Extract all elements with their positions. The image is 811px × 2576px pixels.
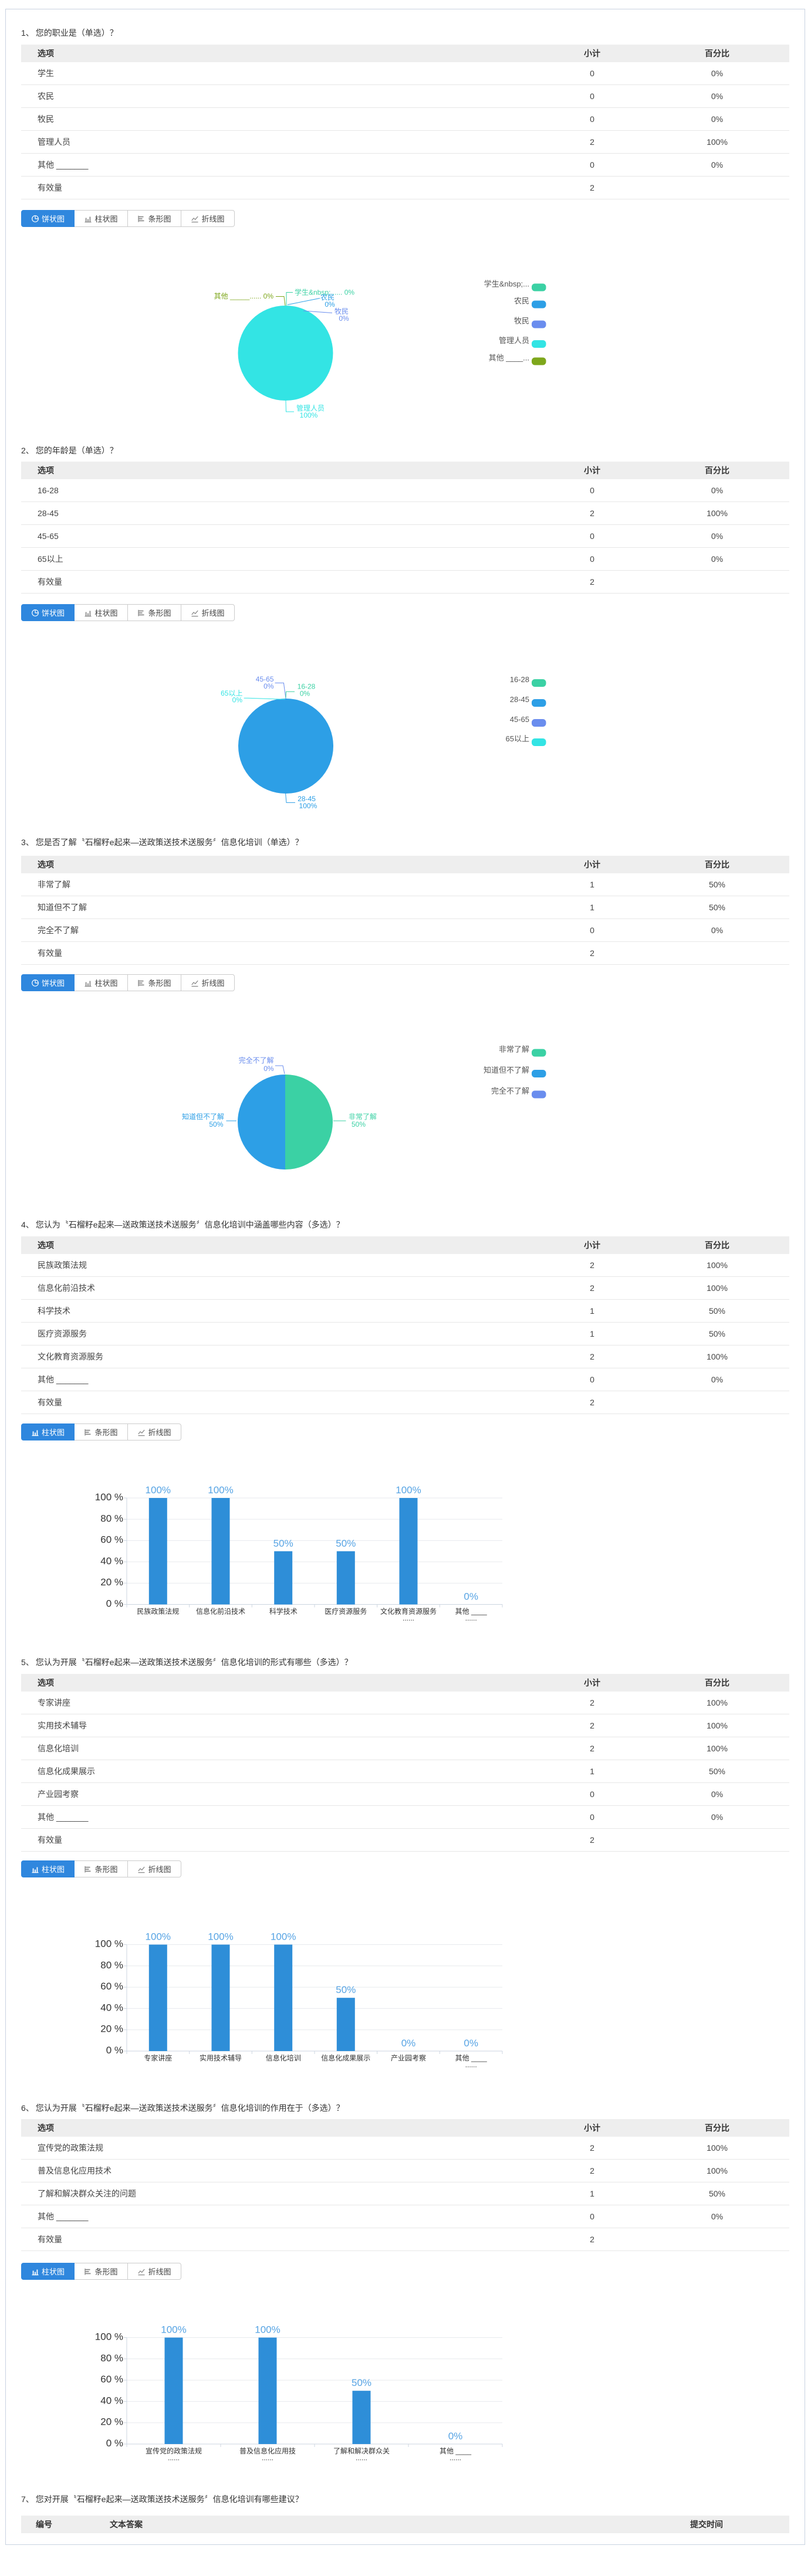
- svg-text:50%: 50%: [273, 1538, 293, 1549]
- svg-text:100%: 100%: [146, 1931, 171, 1943]
- svg-text:0%: 0%: [339, 314, 349, 323]
- svg-text:60 %: 60 %: [100, 1534, 123, 1545]
- svg-text:50%: 50%: [352, 1120, 366, 1128]
- svg-text:......: ......: [465, 1614, 477, 1622]
- svg-text:100%: 100%: [208, 1484, 233, 1496]
- svg-text:60 %: 60 %: [100, 1981, 123, 1992]
- svg-text:80 %: 80 %: [100, 1960, 123, 1971]
- svg-text:20 %: 20 %: [100, 2416, 123, 2428]
- svg-text:牧民: 牧民: [514, 317, 529, 326]
- svg-text:0%: 0%: [263, 682, 274, 690]
- svg-text:100%: 100%: [208, 1931, 233, 1943]
- svg-text:28-45: 28-45: [510, 695, 529, 704]
- svg-text:其他 ____: 其他 ____: [455, 2054, 487, 2062]
- svg-text:文化教育资源服务: 文化教育资源服务: [380, 1607, 437, 1616]
- svg-text:信息化成果展示: 信息化成果展示: [321, 2053, 370, 2062]
- svg-text:100%: 100%: [146, 1484, 171, 1496]
- svg-text:学生&nbsp;...: 学生&nbsp;...: [484, 280, 529, 289]
- svg-text:0%: 0%: [325, 300, 335, 309]
- svg-text:28-45: 28-45: [298, 795, 316, 803]
- svg-text:45-65: 45-65: [510, 715, 529, 724]
- svg-text:40 %: 40 %: [100, 2395, 123, 2406]
- svg-text:100%: 100%: [161, 2324, 186, 2336]
- svg-text:100 %: 100 %: [95, 1492, 123, 1503]
- svg-text:......: ......: [403, 1614, 414, 1622]
- svg-text:专家讲座: 专家讲座: [144, 2053, 172, 2062]
- svg-text:100%: 100%: [396, 1484, 421, 1496]
- svg-text:其他 ____: 其他 ____: [440, 2447, 471, 2455]
- svg-text:40 %: 40 %: [100, 1555, 123, 1567]
- svg-text:......: ......: [356, 2454, 367, 2462]
- svg-text:50%: 50%: [352, 2377, 371, 2388]
- svg-text:农民: 农民: [514, 297, 529, 306]
- svg-text:产业园考察: 产业园考察: [391, 2054, 426, 2062]
- svg-text:......: ......: [450, 2454, 461, 2462]
- svg-text:信息化培训: 信息化培训: [266, 2053, 301, 2062]
- svg-text:管理人员: 管理人员: [499, 336, 529, 345]
- svg-text:65以上: 65以上: [506, 734, 529, 743]
- svg-text:100%: 100%: [299, 802, 317, 810]
- svg-text:民族政策法规: 民族政策法规: [137, 1607, 179, 1616]
- svg-text:80 %: 80 %: [100, 1513, 123, 1524]
- svg-text:0%: 0%: [464, 1591, 478, 1602]
- svg-text:其他 ____: 其他 ____: [455, 1608, 487, 1616]
- svg-text:0%: 0%: [263, 1065, 274, 1073]
- svg-text:16-28: 16-28: [510, 675, 529, 684]
- svg-text:20 %: 20 %: [100, 1577, 123, 1588]
- svg-text:0%: 0%: [464, 2038, 478, 2049]
- svg-text:农民: 农民: [320, 293, 334, 301]
- svg-text:......: ......: [465, 2061, 477, 2069]
- svg-text:20 %: 20 %: [100, 2023, 123, 2035]
- svg-text:宣传党的政策法规: 宣传党的政策法规: [146, 2446, 202, 2455]
- svg-text:其他 _____...... 0%: 其他 _____...... 0%: [214, 292, 274, 300]
- svg-text:信息化前沿技术: 信息化前沿技术: [196, 1607, 245, 1616]
- svg-text:0%: 0%: [300, 690, 310, 698]
- svg-text:80 %: 80 %: [100, 2353, 123, 2364]
- svg-text:非常了解: 非常了解: [349, 1113, 377, 1121]
- svg-text:100%: 100%: [271, 1931, 296, 1943]
- svg-text:完全不了解: 完全不了解: [491, 1087, 529, 1096]
- svg-text:50%: 50%: [209, 1120, 223, 1128]
- svg-text:0%: 0%: [401, 2038, 416, 2049]
- svg-text:了解和解决群众关: 了解和解决群众关: [333, 2447, 390, 2455]
- svg-text:......: ......: [168, 2454, 180, 2462]
- svg-text:65以上: 65以上: [221, 689, 242, 697]
- svg-text:学生&nbsp;...... 0%: 学生&nbsp;...... 0%: [295, 288, 354, 297]
- svg-text:完全不了解: 完全不了解: [239, 1056, 274, 1065]
- svg-text:100%: 100%: [300, 411, 318, 419]
- svg-text:0 %: 0 %: [106, 2045, 123, 2056]
- svg-text:50%: 50%: [336, 1984, 356, 1995]
- svg-text:40 %: 40 %: [100, 2002, 123, 2013]
- svg-text:知道但不了解: 知道但不了解: [484, 1066, 529, 1075]
- svg-text:非常了解: 非常了解: [499, 1045, 529, 1054]
- svg-text:50%: 50%: [336, 1538, 356, 1549]
- svg-text:实用技术辅导: 实用技术辅导: [200, 2053, 242, 2062]
- svg-text:100 %: 100 %: [95, 1938, 123, 1950]
- svg-text:管理人员: 管理人员: [296, 404, 325, 412]
- svg-text:100 %: 100 %: [95, 2331, 123, 2343]
- svg-text:16-28: 16-28: [298, 683, 316, 691]
- svg-text:其他 ____...: 其他 ____...: [489, 354, 529, 362]
- svg-text:0 %: 0 %: [106, 1598, 123, 1609]
- svg-text:......: ......: [262, 2454, 273, 2462]
- svg-text:知道但不了解: 知道但不了解: [182, 1113, 224, 1121]
- svg-text:科学技术: 科学技术: [269, 1607, 298, 1616]
- svg-text:牧民: 牧民: [334, 307, 349, 316]
- svg-text:60 %: 60 %: [100, 2374, 123, 2385]
- svg-text:100%: 100%: [255, 2324, 280, 2336]
- svg-text:0 %: 0 %: [106, 2438, 123, 2449]
- svg-text:45-65: 45-65: [256, 675, 274, 683]
- svg-text:普及信息化应用技: 普及信息化应用技: [239, 2446, 296, 2455]
- svg-text:0%: 0%: [448, 2431, 463, 2442]
- svg-text:医疗资源服务: 医疗资源服务: [325, 1607, 367, 1616]
- svg-text:0%: 0%: [232, 696, 243, 704]
